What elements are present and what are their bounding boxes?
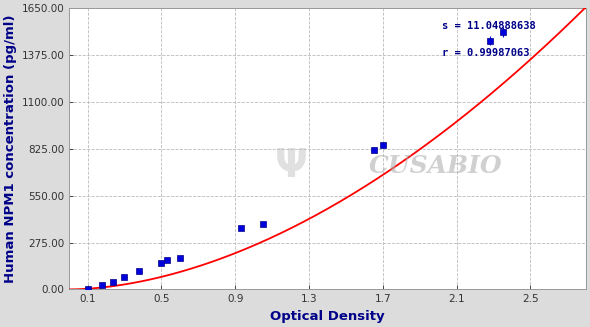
Text: s = 11.04888638: s = 11.04888638 — [442, 22, 536, 31]
Y-axis label: Human NPM1 concentration (pg/ml): Human NPM1 concentration (pg/ml) — [4, 14, 17, 283]
Text: CUSABIO: CUSABIO — [369, 154, 503, 178]
Text: r = 0.99987063: r = 0.99987063 — [442, 48, 530, 58]
Text: Ψ: Ψ — [275, 147, 308, 185]
X-axis label: Optical Density: Optical Density — [270, 310, 385, 323]
